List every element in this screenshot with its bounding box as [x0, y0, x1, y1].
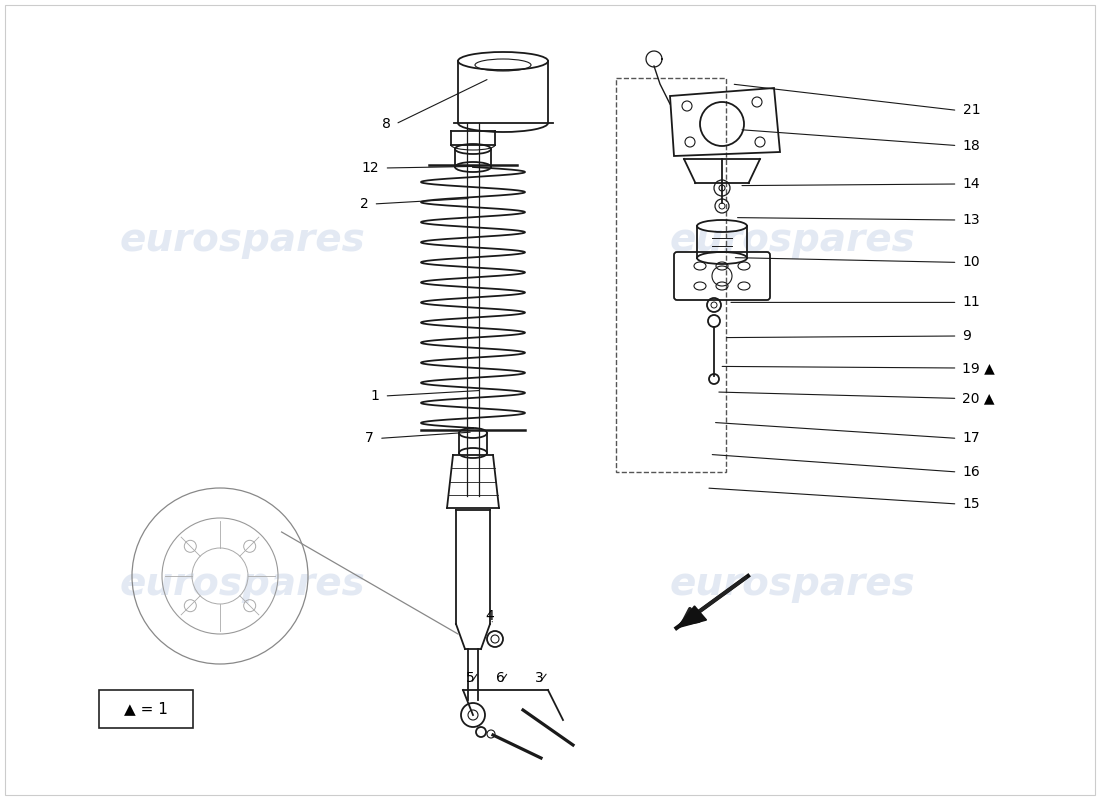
Text: eurospares: eurospares [119, 221, 365, 259]
Text: 11: 11 [962, 295, 980, 310]
Text: 1: 1 [371, 389, 380, 403]
Text: eurospares: eurospares [669, 221, 915, 259]
Text: ▲ = 1: ▲ = 1 [124, 702, 167, 716]
Text: eurospares: eurospares [669, 565, 915, 603]
Text: 20 ▲: 20 ▲ [962, 391, 996, 406]
Text: 13: 13 [962, 213, 980, 227]
Polygon shape [676, 606, 706, 628]
Text: 15: 15 [962, 497, 980, 511]
Text: 14: 14 [962, 177, 980, 191]
Text: 21: 21 [962, 103, 980, 118]
Bar [99, 690, 192, 728]
Text: 12: 12 [362, 161, 380, 175]
Text: 3: 3 [535, 671, 543, 686]
Text: 2: 2 [360, 197, 368, 211]
Text: 9: 9 [962, 329, 971, 343]
Text: 8: 8 [382, 117, 390, 131]
Text: eurospares: eurospares [119, 565, 365, 603]
Text: 16: 16 [962, 465, 980, 479]
Bar [616, 78, 726, 472]
Text: 5: 5 [466, 671, 475, 686]
Text: 7: 7 [365, 431, 374, 446]
Text: 10: 10 [962, 255, 980, 270]
Text: 18: 18 [962, 138, 980, 153]
Text: 6: 6 [496, 671, 505, 686]
Text: 17: 17 [962, 431, 980, 446]
Text: 4: 4 [485, 609, 494, 623]
Text: 19 ▲: 19 ▲ [962, 361, 996, 375]
